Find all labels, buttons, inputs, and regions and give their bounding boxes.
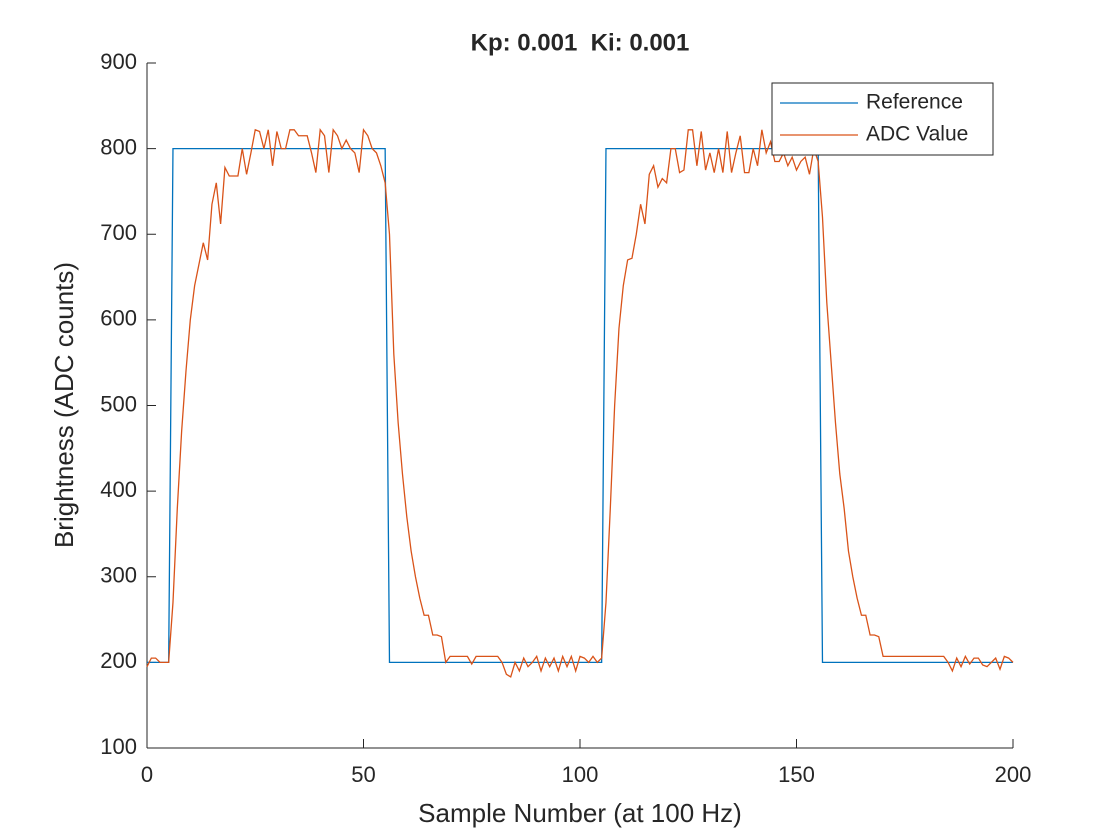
chart-title: Kp: 0.001 Ki: 0.001 [471, 29, 690, 56]
x-tick-label: 200 [995, 762, 1032, 787]
x-tick-label: 150 [778, 762, 815, 787]
y-axis-label: Brightness (ADC counts) [49, 262, 79, 548]
x-axis-label: Sample Number (at 100 Hz) [418, 798, 742, 828]
y-tick-label: 400 [100, 477, 137, 502]
legend-label: ADC Value [866, 123, 968, 146]
y-tick-label: 200 [100, 648, 137, 673]
y-tick-label: 300 [100, 563, 137, 588]
series-line [147, 147, 1013, 664]
y-tick-label: 800 [100, 134, 137, 159]
x-tick-label: 0 [141, 762, 153, 787]
y-tick-label: 700 [100, 220, 137, 245]
x-tick-label: 100 [562, 762, 599, 787]
y-tick-label: 500 [100, 391, 137, 416]
y-tick-label: 100 [100, 734, 137, 759]
y-tick-label: 600 [100, 306, 137, 331]
series-line [146, 128, 1014, 678]
legend-box [771, 82, 994, 156]
y-tick-label: 900 [100, 49, 137, 74]
x-tick-label: 50 [351, 762, 375, 787]
legend-label: Reference [866, 91, 963, 114]
